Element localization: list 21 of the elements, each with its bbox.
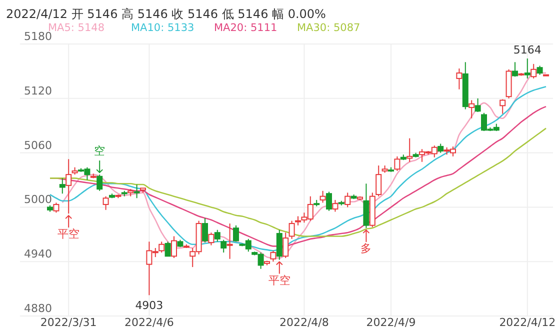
annotation: 空 — [94, 144, 106, 158]
x-tick-label: 2022/4/12 — [499, 316, 556, 329]
x-tick-label: 2022/3/31 — [40, 316, 97, 329]
text: MA10: 5133 — [131, 22, 194, 34]
text: MA30: 5087 — [297, 22, 360, 34]
annotation: 4903 — [135, 299, 164, 312]
annotation: 5164 — [513, 44, 542, 57]
annotation: 平空 — [58, 228, 80, 241]
x-tick-label: 2022/4/8 — [279, 316, 329, 329]
y-tick-label: 4880 — [24, 302, 52, 315]
annotation: 多 — [360, 242, 372, 256]
chart-title: 2022/4/12 开 5146 高 5146 收 5146 低 5146 幅 0.00% — [6, 7, 326, 21]
y-tick-label: 5120 — [24, 84, 52, 98]
y-tick-label: 5180 — [24, 30, 52, 43]
annotation: 平空 — [268, 274, 290, 287]
x-tick-label: 2022/4/6 — [124, 316, 174, 329]
y-tick-label: 5060 — [24, 138, 52, 152]
x-tick-label: 2022/4/9 — [366, 316, 416, 329]
text: MA20: 5111 — [214, 22, 278, 34]
y-tick-label: 5000 — [24, 193, 52, 206]
y-tick-label: 4940 — [24, 248, 52, 261]
